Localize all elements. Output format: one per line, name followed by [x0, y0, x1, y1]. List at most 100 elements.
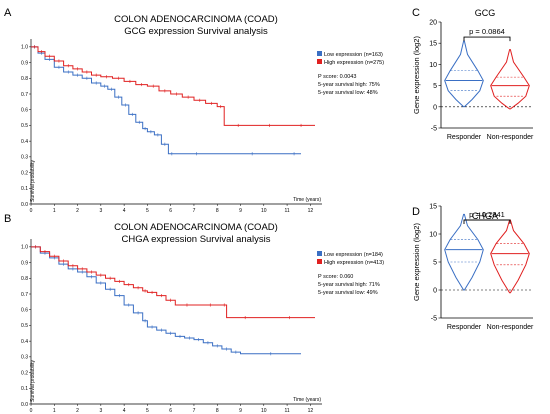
km-a-legend: Low expression (n=163) High expression (…: [317, 51, 384, 66]
y-tick-label: -5: [431, 126, 437, 133]
x-tick-label: 1: [53, 408, 56, 414]
y-tick-label: 0.6: [21, 308, 28, 314]
y-tick-label: 0.5: [21, 123, 28, 129]
y-tick-label: 0.2: [21, 370, 28, 376]
significance-bracket: [463, 219, 511, 224]
y-tick-label: 1.0: [21, 245, 28, 251]
km-plot-a: 0.00.10.20.30.40.50.60.70.80.91.00 1 2 3 4 5 6…: [21, 39, 322, 214]
y-tick-label: 5: [433, 83, 437, 90]
y-tick-label: 0.2: [21, 170, 28, 176]
y-tick-label: 10: [429, 62, 437, 69]
km-b-title: COLON ADENOCARCINOMA (COAD): [114, 222, 278, 233]
survival-low: 5-year survival low: 48%: [318, 90, 378, 96]
x-tick-label: 8: [216, 208, 219, 214]
x-tick-label: 11: [284, 408, 289, 414]
survival-curve-high: [31, 46, 315, 126]
x-tick-label: 6: [169, 408, 172, 414]
x-tick-label: 4: [123, 208, 126, 214]
y-tick-label: 0.1: [21, 186, 28, 192]
y-tick-label: 0: [433, 104, 437, 111]
y-tick-label: -5: [431, 316, 437, 323]
km-a-subtitle: GCG expression Survival analysis: [124, 26, 268, 37]
panel-letter-a: A: [4, 7, 12, 19]
survival-curve-high: [31, 246, 315, 319]
legend-low-label: Low expression (n=184): [324, 252, 383, 258]
survival-curve-low: [31, 246, 301, 355]
panel-a: A COLON ADENOCARCINOMA (COAD) GCG expres…: [4, 7, 384, 214]
x-tick-label: 10: [261, 208, 267, 214]
category-label: Non-responder: [487, 324, 534, 331]
panel-c: C GCG -5 0 5 10 15 20 Gene expression (log2) Re…: [412, 7, 534, 141]
y-tick-label: 15: [429, 204, 437, 211]
x-tick-label: 0: [30, 208, 33, 214]
x-tick-label: 12: [308, 208, 314, 214]
x-tick-label: 8: [216, 408, 219, 414]
p-score: P score: 0.0043: [318, 74, 356, 80]
y-tick-label: 0.4: [21, 139, 28, 145]
x-tick-label: 9: [239, 208, 242, 214]
violin-non-responder: [490, 49, 530, 110]
x-tick-label: 2: [76, 408, 79, 414]
y-tick-label: 0.3: [21, 355, 28, 361]
x-tick-label: 7: [193, 208, 196, 214]
violin-plot-d: -5 0 5 10 15 Gene expression (log2) Responder N…: [412, 204, 534, 332]
panel-b: B COLON ADENOCARCINOMA (COAD) CHGA expre…: [4, 213, 384, 414]
km-b-legend: Low expression (n=184) High expression (…: [317, 251, 384, 266]
y-tick-label: 0.8: [21, 276, 28, 282]
p-score: P score: 0.060: [318, 274, 353, 280]
y-tick-label: 0.5: [21, 323, 28, 329]
km-a-title: COLON ADENOCARCINOMA (COAD): [114, 14, 278, 25]
km-a-stats: P score: 0.0043 5-year survival high: 75…: [318, 74, 380, 96]
x-tick-label: 1: [53, 208, 56, 214]
km-b-subtitle: CHGA expression Survival analysis: [122, 234, 271, 245]
significance-bracket: [463, 36, 511, 42]
y-tick-label: 20: [429, 20, 437, 27]
y-tick-label: 0.0: [21, 402, 28, 408]
survival-high: 5-year survival high: 71%: [318, 282, 380, 288]
x-tick-label: 9: [239, 408, 242, 414]
y-axis-label: Gene expression (log2): [412, 223, 421, 301]
x-tick-label: 0: [30, 408, 33, 414]
y-axis-label: Survival probability: [30, 360, 36, 402]
survival-low: 5-year survival low: 49%: [318, 290, 378, 296]
violin-d-title: CHGA: [472, 211, 498, 221]
x-tick-label: 4: [123, 408, 126, 414]
survival-high: 5-year survival high: 75%: [318, 82, 380, 88]
panel-d: D CHGA -5 0 5 10 15 Gene expression (log2) Res…: [412, 204, 534, 332]
x-tick-label: 7: [193, 408, 196, 414]
y-tick-label: 10: [429, 232, 437, 239]
violin-plot-c: -5 0 5 10 15 20 Gene expression (log2) Responde…: [412, 20, 534, 142]
x-axis-label: Time (years): [293, 397, 321, 403]
legend-high-label: High expression (n=413): [324, 260, 384, 266]
y-tick-label: 0.9: [21, 60, 28, 66]
y-tick-label: 0.8: [21, 76, 28, 82]
x-axis-label: Time (years): [293, 197, 321, 203]
category-label: Responder: [447, 134, 482, 141]
x-tick-label: 2: [76, 208, 79, 214]
y-tick-label: 0.4: [21, 339, 28, 345]
y-tick-label: 0.1: [21, 386, 28, 392]
y-tick-label: 0.6: [21, 108, 28, 114]
x-tick-label: 11: [284, 208, 289, 214]
y-tick-label: 0.3: [21, 155, 28, 161]
y-tick-label: 0.0: [21, 202, 28, 208]
x-tick-label: 5: [146, 208, 149, 214]
panel-letter-b: B: [4, 213, 11, 225]
x-tick-label: 6: [169, 208, 172, 214]
x-tick-label: 5: [146, 408, 149, 414]
violin-c-title: GCG: [475, 8, 496, 18]
y-tick-label: 15: [429, 41, 437, 48]
y-tick-label: 1.0: [21, 45, 28, 51]
y-tick-label: 0: [433, 288, 437, 295]
x-tick-label: 3: [99, 208, 102, 214]
y-tick-label: 0.7: [21, 292, 28, 298]
km-b-stats: P score: 0.060 5-year survival high: 71%…: [318, 274, 380, 296]
legend-high-swatch: [317, 259, 322, 264]
category-label: Responder: [447, 324, 482, 331]
legend-low-swatch: [317, 251, 322, 256]
panel-letter-d: D: [412, 206, 420, 218]
violin-responder: [444, 40, 484, 108]
y-tick-label: 0.7: [21, 92, 28, 98]
km-plot-b: 0.00.10.20.30.40.50.60.70.80.91.00 1 2 3 4 5 6…: [21, 239, 322, 414]
